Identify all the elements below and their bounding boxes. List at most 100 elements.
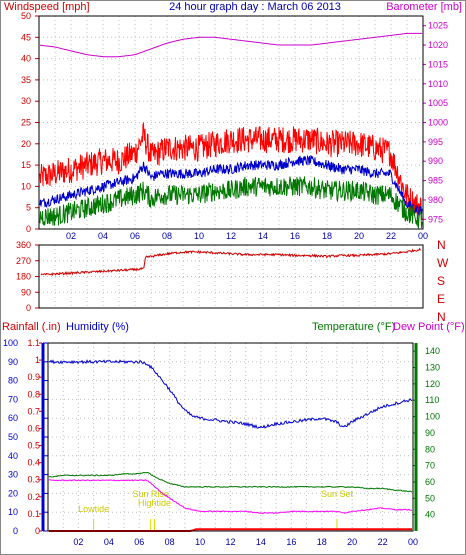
y-tick-label: 30 xyxy=(21,96,31,106)
temp-tick-label: 100 xyxy=(425,412,440,422)
x-tick-label: 10 xyxy=(194,231,204,241)
plot-frame-top xyxy=(38,244,424,309)
annotation-label: Lowtide xyxy=(78,504,109,514)
y-tick-label: 5 xyxy=(26,203,31,213)
humidity-tick-label: 50 xyxy=(8,432,18,442)
series-temperature xyxy=(48,471,413,493)
rain-tick-label: 1.1 xyxy=(27,338,40,348)
temp-tick-label: 120 xyxy=(425,379,440,389)
rainfall-label: Rainfall (.in) xyxy=(2,321,61,333)
x-tick-label: 20 xyxy=(354,231,364,241)
y-right-tick-label: 980 xyxy=(428,195,443,205)
temp-tick-label: 140 xyxy=(425,346,440,356)
temp-tick-label: 70 xyxy=(425,461,435,471)
y-tick-label: 0 xyxy=(26,303,31,313)
y-right-tick-label: 975 xyxy=(428,214,443,224)
series-dewpoint xyxy=(48,479,413,515)
x-tick-label: 14 xyxy=(258,231,268,241)
y-right-tick-label: 990 xyxy=(428,156,443,166)
y-right-tick-label: 995 xyxy=(428,137,443,147)
annotation-label: Sun Rise xyxy=(132,489,169,499)
dewpoint-label: Dew Point (°F) xyxy=(393,321,465,333)
humidity-tick-label: 70 xyxy=(8,394,18,404)
wind-barometer-panel: 0510152025303540455097598098599099510001… xyxy=(21,11,448,241)
humidity-tick-label: 0 xyxy=(13,526,18,536)
x-tick-label: 08 xyxy=(165,537,175,547)
temp-tick-label: 40 xyxy=(425,510,435,520)
y-right-tick-label: 985 xyxy=(428,176,443,186)
x-tick-label: 14 xyxy=(256,537,266,547)
rain-tick-label: 1 xyxy=(35,355,40,365)
humidity-tick-label: 60 xyxy=(8,413,18,423)
rain-tick-label: 0.5 xyxy=(27,441,40,451)
y-tick-label: 40 xyxy=(21,54,31,64)
rain-tick-label: 0.7 xyxy=(27,406,40,416)
series-humidity xyxy=(48,359,413,429)
compass-letter: S xyxy=(437,274,445,288)
annotation-label: Sun Set xyxy=(321,489,354,499)
y-right-tick-label: 1025 xyxy=(428,21,448,31)
x-tick-label: 02 xyxy=(73,537,83,547)
y-right-tick-label: 1020 xyxy=(428,40,448,50)
compass-letters: N W S E N xyxy=(437,238,449,324)
rain-tick-label: 0.2 xyxy=(27,492,40,502)
x-tick-label: 06 xyxy=(134,537,144,547)
y-tick-label: 15 xyxy=(21,160,31,170)
y-tick-label: 45 xyxy=(21,32,31,42)
compass-letter: W xyxy=(437,256,449,270)
plot-frame-top xyxy=(38,15,424,230)
x-tick-label: 04 xyxy=(104,537,114,547)
temp-tick-label: 80 xyxy=(425,444,435,454)
y-right-tick-label: 1010 xyxy=(428,79,448,89)
series-wind_direction xyxy=(40,247,421,277)
y-right-tick-label: 1015 xyxy=(428,59,448,69)
y-tick-label: 10 xyxy=(21,181,31,191)
rain-tick-label: 0 xyxy=(35,526,40,536)
compass-letter: N xyxy=(437,310,446,324)
x-tick-label: 12 xyxy=(226,231,236,241)
rain-tick-label: 0.1 xyxy=(27,509,40,519)
humidity-tick-label: 90 xyxy=(8,357,18,367)
x-tick-label: 02 xyxy=(66,231,76,241)
y-tick-label: 25 xyxy=(21,118,31,128)
humidity-tick-label: 20 xyxy=(8,488,18,498)
x-tick-label: 18 xyxy=(322,231,332,241)
x-tick-label: 00 xyxy=(418,231,428,241)
humidity-tick-label: 40 xyxy=(8,451,18,461)
series-wind_max xyxy=(39,121,423,221)
x-tick-label: 16 xyxy=(290,231,300,241)
series-wind_min xyxy=(39,176,423,229)
rain-tick-label: 0.6 xyxy=(27,423,40,433)
rain-tick-label: 0.9 xyxy=(27,372,40,382)
y-tick-label: 90 xyxy=(21,287,31,297)
x-tick-label: 08 xyxy=(162,231,172,241)
temp-tick-label: 50 xyxy=(425,493,435,503)
temperature-label: Temperature (°F) xyxy=(312,321,395,333)
x-tick-label: 22 xyxy=(378,537,388,547)
y-right-tick-label: 1000 xyxy=(428,118,448,128)
y-tick-label: 20 xyxy=(21,139,31,149)
wind-direction-panel: 0 90 180 270 360 xyxy=(16,240,424,313)
plot-frame-top xyxy=(47,342,414,532)
x-tick-label: 16 xyxy=(286,537,296,547)
y-tick-label: 0 xyxy=(26,224,31,234)
chart-title: 24 hour graph day : March 06 2013 xyxy=(169,1,341,13)
rain-tick-label: 0.3 xyxy=(27,475,40,485)
y-tick-label: 35 xyxy=(21,75,31,85)
compass-letter: N xyxy=(437,238,446,252)
y-tick-label: 180 xyxy=(16,272,31,282)
humidity-label: Humidity (%) xyxy=(66,321,129,333)
y-tick-label: 50 xyxy=(21,11,31,21)
x-tick-label: 06 xyxy=(130,231,140,241)
x-tick-label: 20 xyxy=(347,537,357,547)
temp-tick-label: 130 xyxy=(425,363,440,373)
y-tick-label: 360 xyxy=(16,240,31,250)
x-tick-label: 22 xyxy=(386,231,396,241)
temp-tick-label: 60 xyxy=(425,477,435,487)
barometer-label: Barometer [mb] xyxy=(386,1,462,13)
compass-letter: E xyxy=(437,292,445,306)
rain-tick-label: 0.4 xyxy=(27,458,40,468)
x-tick-label: 10 xyxy=(195,537,205,547)
humidity-tick-label: 100 xyxy=(3,338,18,348)
